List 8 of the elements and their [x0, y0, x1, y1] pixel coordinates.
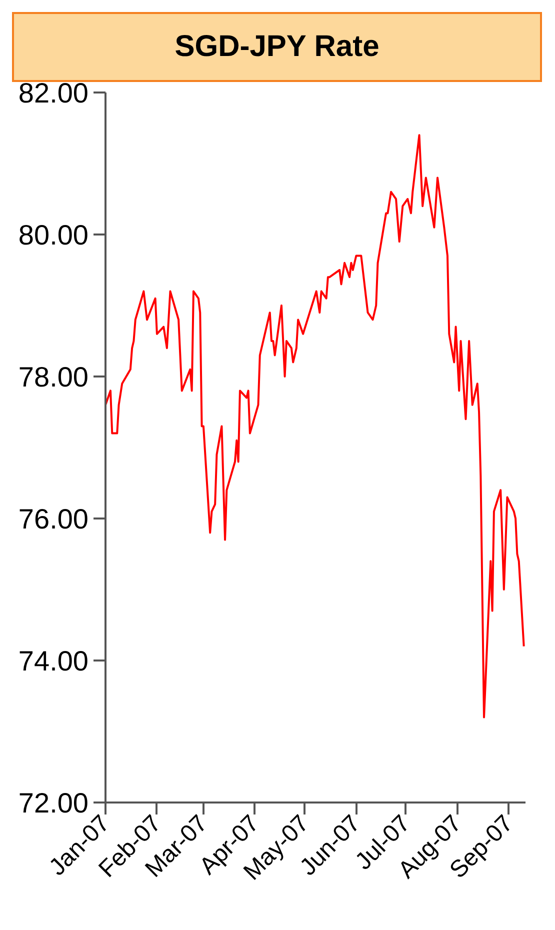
- line-series: [106, 134, 525, 718]
- y-tick-label: 72.00: [18, 788, 89, 818]
- y-tick-label: 74.00: [18, 646, 89, 676]
- y-tick-label: 78.00: [18, 362, 89, 392]
- y-tick-label: 76.00: [18, 504, 89, 534]
- chart-title: SGD-JPY Rate: [174, 30, 380, 63]
- y-tick-label: 80.00: [18, 220, 89, 250]
- y-tick-label: 82.00: [18, 78, 89, 108]
